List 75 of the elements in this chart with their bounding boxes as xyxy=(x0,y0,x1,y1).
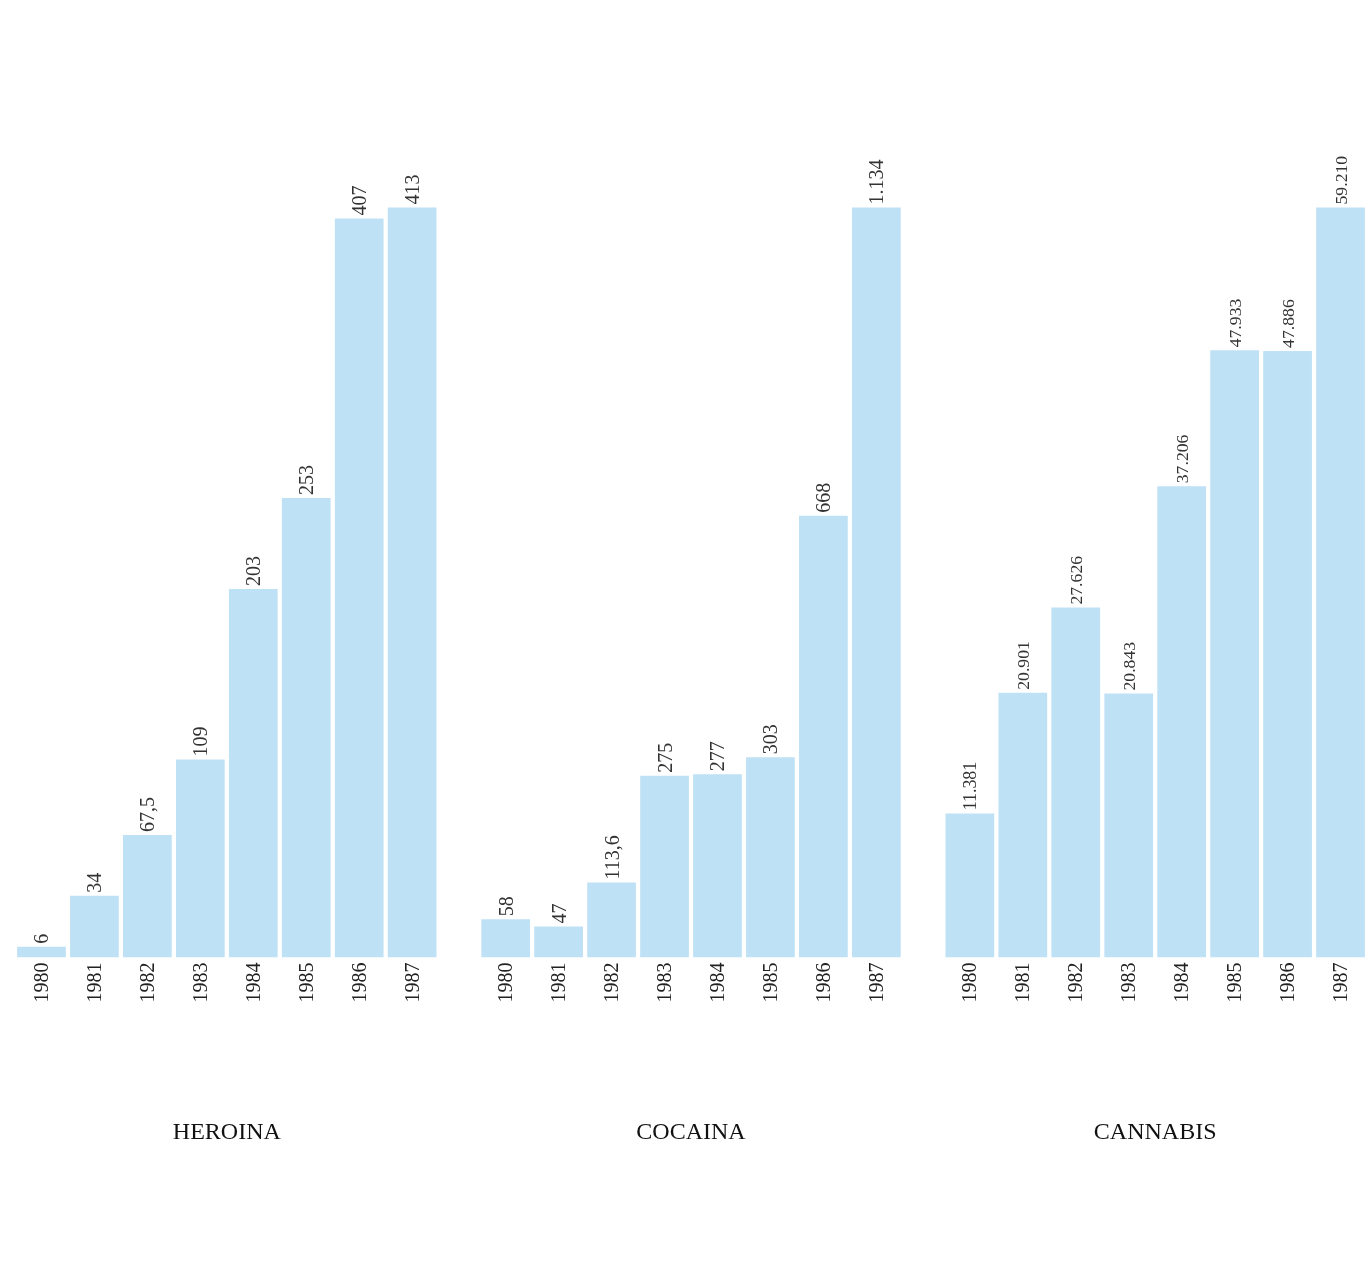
bar xyxy=(123,834,172,958)
x-tick-label: 1987 xyxy=(400,962,423,1003)
x-tick-label: 1987 xyxy=(864,962,887,1003)
bar xyxy=(998,692,1048,958)
bar xyxy=(1104,693,1154,958)
bar xyxy=(1051,607,1101,958)
data-label: 275 xyxy=(653,742,676,773)
data-label: 407 xyxy=(348,185,371,216)
bar xyxy=(175,759,225,958)
bar xyxy=(534,926,583,958)
data-label: 277 xyxy=(706,741,729,772)
bar xyxy=(387,207,437,958)
x-tick-label: 1983 xyxy=(1117,962,1140,1003)
data-label: 47.886 xyxy=(1277,299,1298,348)
data-label: 203 xyxy=(242,555,265,586)
data-label: 47.933 xyxy=(1224,298,1245,348)
bar xyxy=(1316,207,1365,958)
data-label: 6 xyxy=(30,933,53,944)
x-tick-label: 1985 xyxy=(1223,962,1246,1003)
data-label: 11.381 xyxy=(960,761,981,811)
x-tick-label: 1986 xyxy=(811,962,834,1003)
bar xyxy=(1210,350,1259,958)
bar xyxy=(1263,350,1312,958)
x-axis-title: COCAINA xyxy=(636,1117,747,1144)
x-tick-label: 1982 xyxy=(135,962,158,1003)
x-tick-label: 1983 xyxy=(653,962,676,1003)
x-tick-label: 1980 xyxy=(29,962,52,1003)
x-tick-label: 1980 xyxy=(494,962,517,1003)
x-tick-label: 1981 xyxy=(82,962,105,1003)
data-label: 20.843 xyxy=(1118,641,1139,691)
data-label: 47 xyxy=(547,903,570,924)
data-label: 668 xyxy=(812,482,835,513)
x-tick-label: 1980 xyxy=(958,962,981,1003)
x-tick-label: 1981 xyxy=(1011,962,1034,1003)
bar xyxy=(746,757,795,958)
data-label: 34 xyxy=(83,872,106,893)
data-label: 109 xyxy=(189,726,212,757)
data-label: 58 xyxy=(494,896,517,917)
bar xyxy=(228,588,278,958)
x-tick-label: 1985 xyxy=(294,962,317,1003)
x-tick-label: 1985 xyxy=(758,962,781,1003)
bar xyxy=(587,882,636,958)
data-label: 20.901 xyxy=(1013,641,1033,690)
data-label: 27.626 xyxy=(1065,555,1086,605)
x-tick-label: 1982 xyxy=(1064,962,1087,1003)
bar xyxy=(1157,486,1207,958)
x-tick-label: 1983 xyxy=(188,962,211,1003)
x-tick-label: 1984 xyxy=(241,962,264,1003)
bar xyxy=(640,775,689,958)
data-label: 303 xyxy=(759,724,782,755)
bar xyxy=(281,498,331,958)
bar xyxy=(799,515,848,958)
data-label: 413 xyxy=(401,174,424,205)
data-label: 37.206 xyxy=(1171,434,1192,484)
x-axis-title: CANNABIS xyxy=(1093,1117,1217,1144)
bar xyxy=(334,218,384,958)
x-tick-label: 1987 xyxy=(1329,962,1352,1003)
x-tick-label: 1981 xyxy=(547,962,570,1003)
data-label: 67,5 xyxy=(136,796,159,832)
x-tick-label: 1984 xyxy=(1170,962,1193,1003)
x-axis-title: HEROINA xyxy=(172,1117,282,1144)
data-label: 113,6 xyxy=(600,835,623,880)
bar xyxy=(851,207,901,958)
data-label: 253 xyxy=(295,465,318,496)
x-tick-label: 1982 xyxy=(600,962,623,1003)
bar xyxy=(17,946,66,958)
data-label: 1.134 xyxy=(865,159,888,205)
x-tick-label: 1986 xyxy=(347,962,370,1003)
data-label: 59.210 xyxy=(1330,155,1351,205)
bar xyxy=(481,919,531,958)
x-tick-label: 1986 xyxy=(1276,962,1299,1003)
x-tick-label: 1984 xyxy=(705,962,728,1003)
bar xyxy=(693,774,742,958)
bar xyxy=(70,895,119,958)
bar xyxy=(945,813,995,958)
